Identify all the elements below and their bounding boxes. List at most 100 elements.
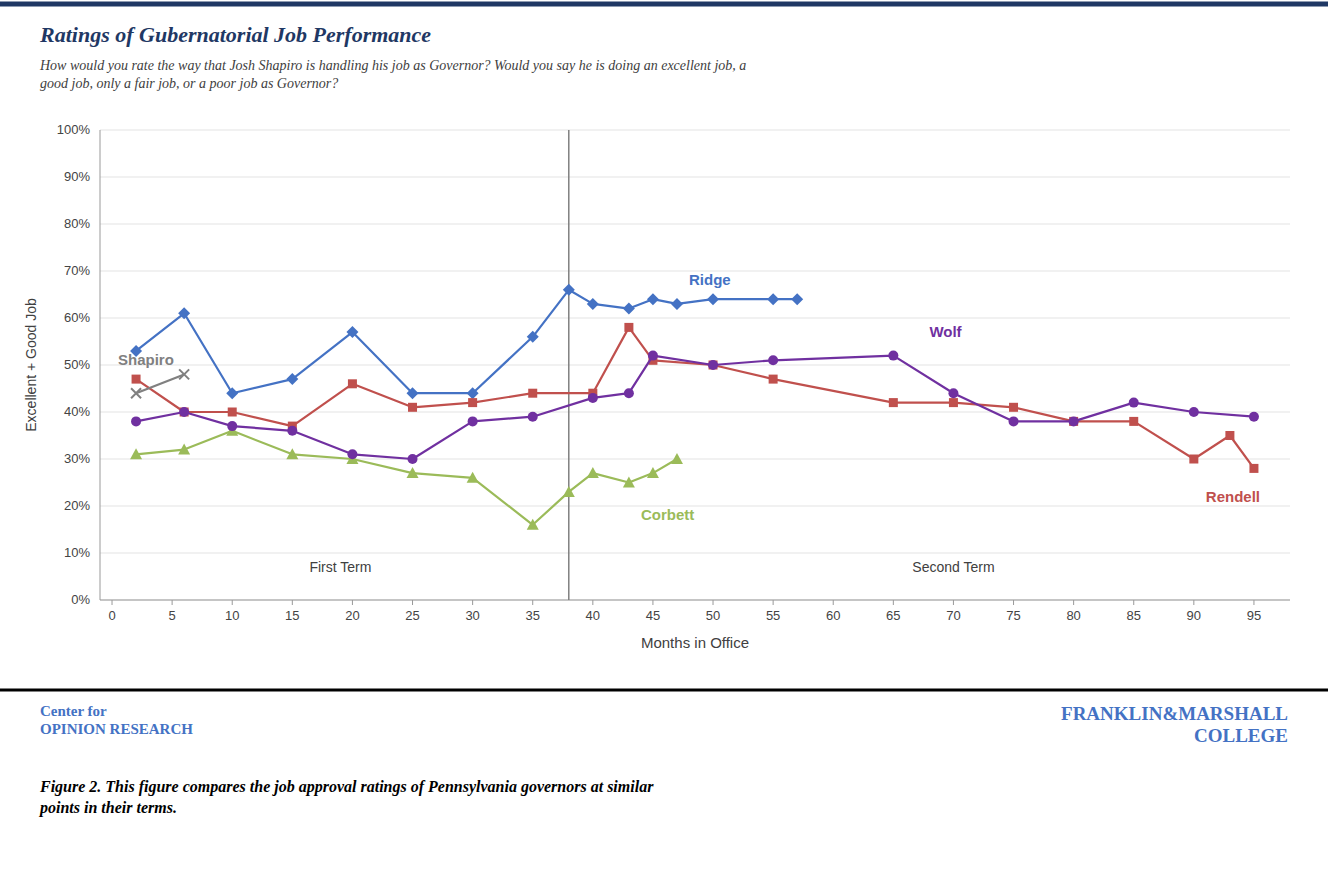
x-tick-label: 30 bbox=[465, 608, 479, 623]
x-tick-label: 15 bbox=[285, 608, 299, 623]
data-point bbox=[1069, 416, 1079, 426]
y-tick-label: 100% bbox=[57, 122, 91, 137]
data-point bbox=[227, 421, 237, 431]
series-2 bbox=[130, 425, 683, 530]
data-point bbox=[1249, 412, 1259, 422]
data-point bbox=[709, 361, 718, 370]
data-point bbox=[468, 416, 478, 426]
x-tick bbox=[1133, 600, 1134, 605]
data-point bbox=[407, 387, 419, 399]
data-point bbox=[671, 453, 683, 464]
data-point bbox=[468, 398, 477, 407]
data-point bbox=[131, 416, 141, 426]
x-tick-label: 55 bbox=[766, 608, 780, 623]
x-tick-label: 50 bbox=[706, 608, 720, 623]
header-rule bbox=[0, 2, 1328, 7]
data-point bbox=[588, 393, 598, 403]
x-tick-label: 75 bbox=[1006, 608, 1020, 623]
y-tick-label: 80% bbox=[64, 216, 90, 231]
series-line bbox=[136, 356, 1254, 459]
data-point bbox=[132, 375, 141, 384]
series-3 bbox=[131, 351, 1259, 464]
data-point bbox=[348, 379, 357, 388]
y-axis bbox=[100, 130, 101, 600]
data-point bbox=[769, 375, 778, 384]
data-point bbox=[527, 519, 539, 530]
x-tick bbox=[1253, 600, 1254, 605]
data-point bbox=[226, 387, 238, 399]
series-label: Rendell bbox=[1206, 488, 1260, 505]
data-point bbox=[528, 389, 537, 398]
data-point bbox=[527, 331, 539, 343]
reference-line bbox=[568, 130, 570, 600]
x-tick-label: 80 bbox=[1066, 608, 1080, 623]
data-point bbox=[888, 351, 898, 361]
x-tick bbox=[172, 600, 173, 605]
y-tick-label: 0% bbox=[71, 592, 90, 607]
x-tick-label: 25 bbox=[405, 608, 419, 623]
series-label: Shapiro bbox=[118, 351, 174, 368]
data-point bbox=[624, 388, 634, 398]
data-point bbox=[623, 477, 635, 488]
data-point bbox=[1009, 403, 1018, 412]
x-tick bbox=[833, 600, 834, 605]
series-line bbox=[136, 327, 1254, 468]
data-point bbox=[467, 387, 479, 399]
x-tick bbox=[232, 600, 233, 605]
grid-line bbox=[100, 506, 1290, 507]
data-point bbox=[178, 444, 190, 455]
data-point bbox=[286, 448, 298, 459]
data-point bbox=[130, 448, 142, 459]
y-tick-label: 40% bbox=[64, 404, 90, 419]
grid-line bbox=[100, 553, 1290, 554]
data-point bbox=[408, 403, 417, 412]
x-tick bbox=[953, 600, 954, 605]
annotation: First Term bbox=[309, 559, 371, 575]
x-tick-label: 35 bbox=[525, 608, 539, 623]
x-tick-label: 60 bbox=[826, 608, 840, 623]
y-tick-label: 10% bbox=[64, 545, 90, 560]
data-point bbox=[889, 398, 898, 407]
x-tick-label: 65 bbox=[886, 608, 900, 623]
data-point bbox=[178, 307, 190, 319]
y-tick-label: 20% bbox=[64, 498, 90, 513]
data-point bbox=[948, 388, 958, 398]
grid-line bbox=[100, 177, 1290, 178]
data-point bbox=[563, 284, 575, 296]
data-point bbox=[1009, 416, 1019, 426]
data-point bbox=[180, 408, 189, 417]
x-tick bbox=[713, 600, 714, 605]
data-point bbox=[228, 408, 237, 417]
x-tick bbox=[532, 600, 533, 605]
data-point bbox=[708, 360, 718, 370]
data-point bbox=[587, 298, 599, 310]
data-point bbox=[647, 467, 659, 478]
x-tick-label: 70 bbox=[946, 608, 960, 623]
data-point bbox=[1225, 431, 1234, 440]
title: Ratings of Gubernatorial Job Performance bbox=[39, 22, 431, 47]
data-point bbox=[1189, 455, 1198, 464]
annotation: Second Term bbox=[912, 559, 994, 575]
data-point bbox=[624, 323, 633, 332]
x-tick-label: 45 bbox=[646, 608, 660, 623]
x-tick-label: 5 bbox=[169, 608, 176, 623]
x-tick bbox=[773, 600, 774, 605]
grid-line bbox=[100, 130, 1290, 131]
y-tick-label: 70% bbox=[64, 263, 90, 278]
grid-line bbox=[100, 318, 1290, 319]
data-point bbox=[179, 407, 189, 417]
data-point bbox=[648, 351, 658, 361]
x-axis bbox=[100, 600, 1290, 601]
data-point bbox=[179, 369, 189, 379]
chart: Ratings of Gubernatorial Job Performance… bbox=[0, 0, 1328, 888]
data-point bbox=[408, 454, 418, 464]
data-point bbox=[587, 467, 599, 478]
data-point bbox=[467, 472, 479, 483]
footer-right: FRANKLIN&MARSHALLCOLLEGE bbox=[1061, 703, 1288, 746]
data-point bbox=[767, 293, 779, 305]
x-tick bbox=[412, 600, 413, 605]
x-tick bbox=[352, 600, 353, 605]
x-tick bbox=[893, 600, 894, 605]
x-tick bbox=[472, 600, 473, 605]
data-point bbox=[671, 298, 683, 310]
